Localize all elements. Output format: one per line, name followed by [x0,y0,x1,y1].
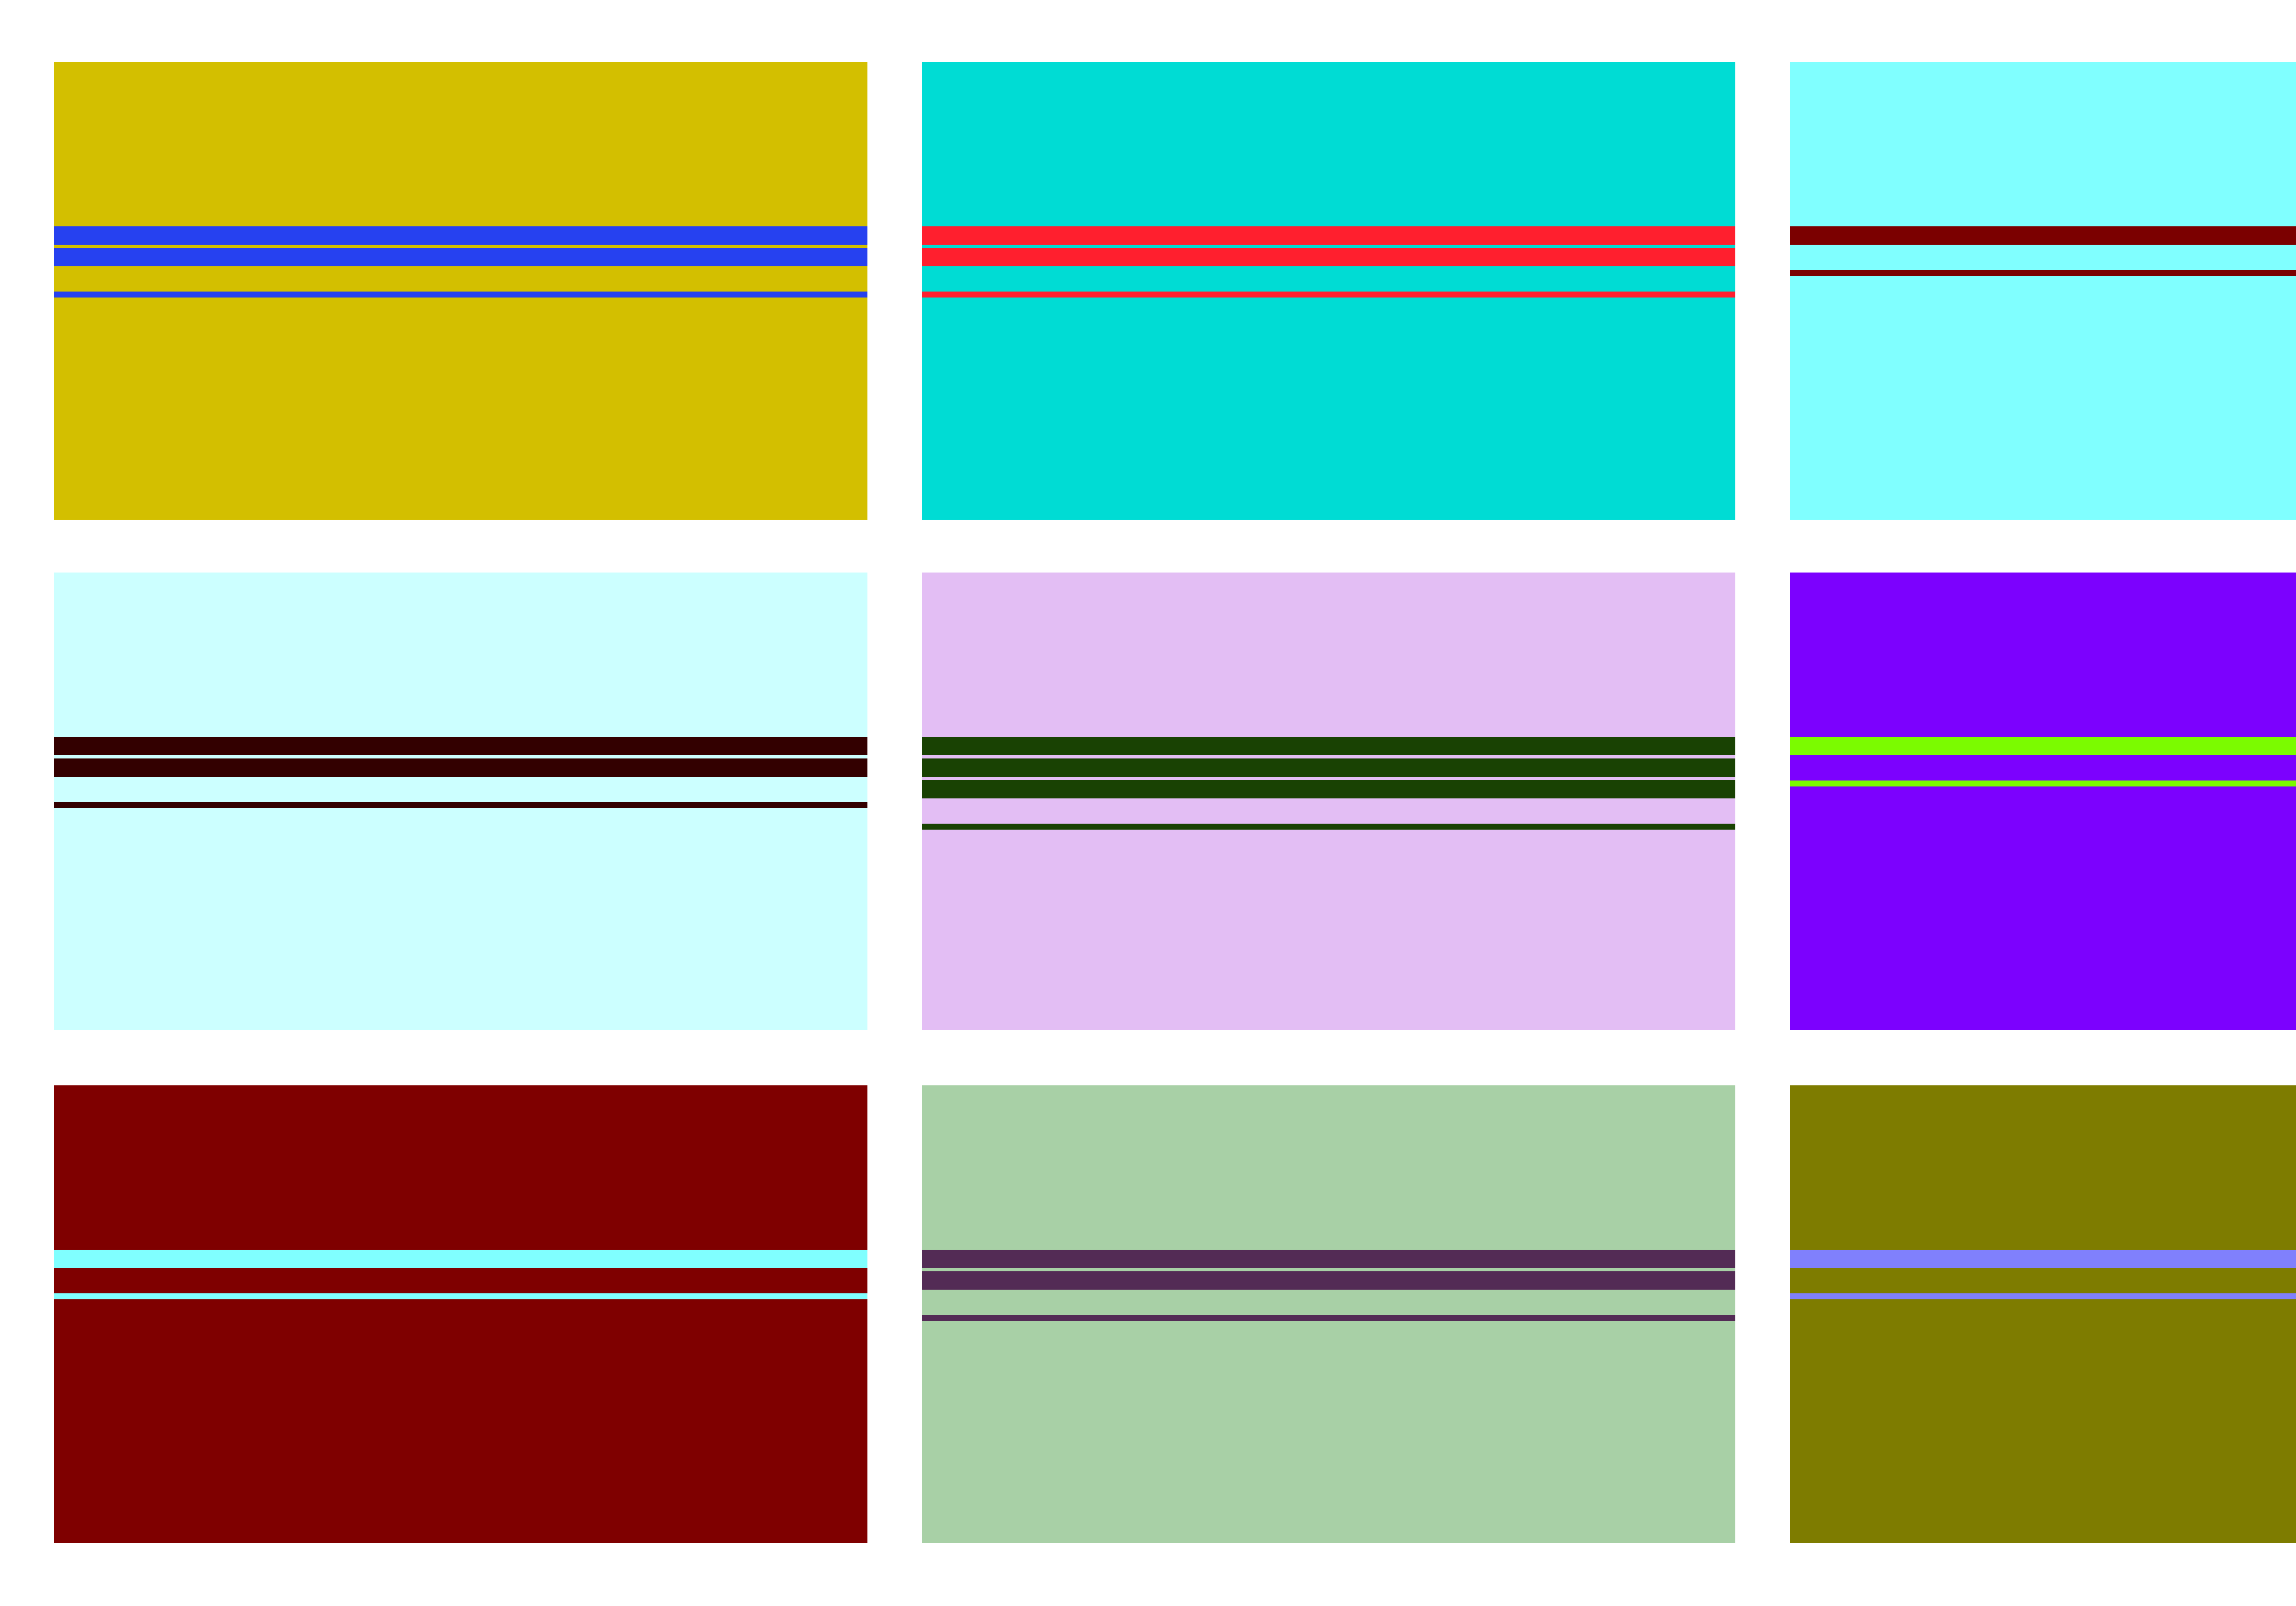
panel-bottom-left [54,1085,867,1543]
panel-bottom-right-stripe-2 [1790,1293,2296,1299]
panel-bottom-right [1790,1085,2296,1543]
panel-middle-left-stripe-2 [54,758,867,777]
panel-top-left-stripe-3 [54,292,867,298]
panel-middle-center-stripe-4 [922,824,1735,830]
panel-bottom-center-stripe-2 [922,1271,1735,1290]
panel-bottom-right-stripe-1 [1790,1250,2296,1268]
panel-top-right [1790,62,2296,520]
panel-top-left-stripe-2 [54,248,867,266]
panel-middle-center-stripe-2 [922,758,1735,777]
panel-bottom-left-stripe-2 [54,1293,867,1299]
panel-top-right-stripe-1 [1790,226,2296,245]
panel-top-center-stripe-2 [922,248,1735,266]
panel-middle-right-stripe-2 [1790,781,2296,786]
panel-top-center-stripe-1 [922,226,1735,245]
panel-bottom-center-stripe-3 [922,1315,1735,1321]
panel-middle-center-stripe-3 [922,780,1735,798]
panel-middle-left [54,573,867,1030]
panel-top-center-stripe-3 [922,292,1735,298]
panel-middle-left-stripe-1 [54,737,867,755]
panel-bottom-left-stripe-1 [54,1250,867,1268]
panel-bottom-center [922,1085,1735,1543]
panel-bottom-center-stripe-1 [922,1250,1735,1268]
panel-middle-center [922,573,1735,1030]
panel-top-left [54,62,867,520]
panel-top-left-stripe-1 [54,226,867,245]
panel-top-center [922,62,1735,520]
panel-middle-left-stripe-3 [54,802,867,808]
panel-middle-right [1790,573,2296,1030]
panel-middle-right-stripe-1 [1790,737,2296,755]
panel-middle-center-stripe-1 [922,737,1735,755]
panel-top-right-stripe-2 [1790,270,2296,276]
